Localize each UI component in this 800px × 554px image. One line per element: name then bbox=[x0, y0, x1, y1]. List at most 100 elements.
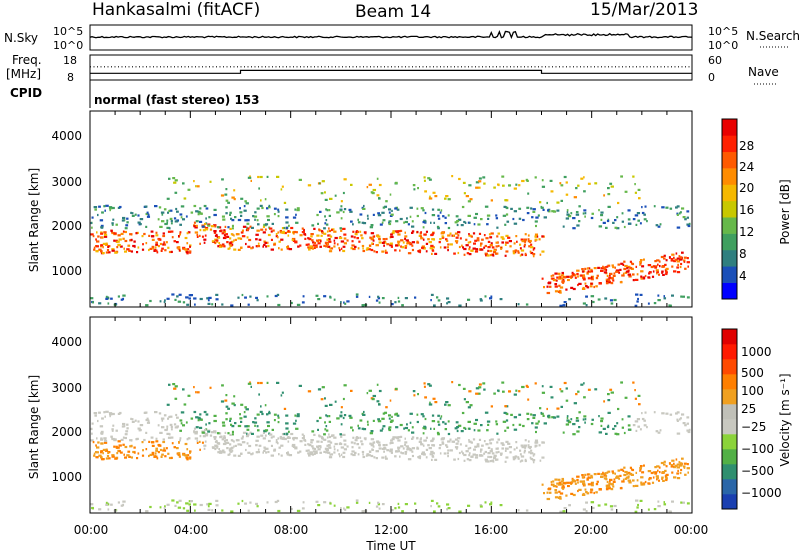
radar-cell bbox=[105, 501, 108, 504]
radar-cell bbox=[376, 400, 380, 403]
radar-cell bbox=[562, 279, 565, 282]
radar-cell bbox=[272, 229, 275, 232]
radar-cell bbox=[241, 441, 246, 444]
radar-cell bbox=[629, 472, 633, 476]
radar-cell bbox=[404, 443, 407, 446]
radar-cell bbox=[467, 200, 471, 203]
radar-cell bbox=[102, 452, 104, 455]
radar-cell bbox=[95, 238, 97, 241]
radar-cell bbox=[226, 441, 230, 444]
radar-cell bbox=[221, 178, 224, 181]
radar-cell bbox=[318, 239, 322, 242]
radar-cell bbox=[259, 381, 263, 385]
radar-cell bbox=[157, 451, 160, 454]
radar-cell bbox=[166, 226, 170, 229]
radar-cell bbox=[295, 437, 298, 440]
radar-cell bbox=[468, 248, 471, 251]
radar-cell bbox=[159, 444, 162, 447]
radar-cell bbox=[202, 229, 206, 232]
radar-cell bbox=[676, 213, 679, 216]
radar-cell bbox=[176, 416, 179, 419]
radar-cell bbox=[420, 231, 423, 234]
radar-cell bbox=[532, 461, 535, 464]
radar-cell bbox=[310, 235, 313, 238]
radar-cell bbox=[542, 208, 545, 211]
radar-cell bbox=[205, 413, 209, 416]
radar-cell bbox=[623, 473, 627, 477]
radar-cell bbox=[400, 451, 403, 454]
radar-cell bbox=[676, 477, 681, 480]
radar-cell bbox=[593, 473, 597, 476]
radar-cell bbox=[144, 411, 148, 414]
radar-cell bbox=[459, 237, 462, 240]
radar-cell bbox=[135, 232, 138, 235]
radar-cell bbox=[395, 220, 399, 223]
radar-cell bbox=[540, 411, 543, 415]
radar-cell bbox=[111, 437, 115, 441]
radar-cell bbox=[342, 245, 346, 248]
radar-cell bbox=[218, 226, 222, 229]
radar-cell bbox=[343, 237, 347, 240]
radar-cell bbox=[467, 427, 470, 430]
radar-cell bbox=[583, 415, 587, 418]
radar-cell bbox=[657, 500, 660, 503]
radar-cell bbox=[154, 411, 158, 414]
radar-cell bbox=[528, 451, 531, 454]
radar-cell bbox=[326, 242, 329, 246]
radar-cell bbox=[561, 477, 564, 481]
radar-cell bbox=[340, 423, 343, 426]
radar-cell bbox=[366, 247, 370, 250]
radar-cell bbox=[425, 242, 429, 245]
radar-cell bbox=[475, 418, 479, 422]
radar-cell bbox=[673, 462, 675, 465]
radar-cell bbox=[215, 439, 218, 443]
radar-cell bbox=[171, 293, 175, 296]
radar-cell bbox=[665, 412, 669, 415]
radar-cell bbox=[679, 256, 683, 259]
radar-cell bbox=[663, 460, 666, 463]
radar-cell bbox=[454, 427, 458, 430]
radar-cell bbox=[524, 252, 527, 255]
radar-cell bbox=[506, 206, 509, 210]
radar-cell bbox=[170, 436, 174, 439]
radar-cell bbox=[254, 211, 257, 214]
radar-cell bbox=[462, 452, 465, 455]
radar-cell bbox=[607, 264, 611, 267]
radar-cell bbox=[507, 236, 511, 239]
radar-cell bbox=[623, 466, 626, 469]
radar-cell bbox=[280, 454, 283, 457]
radar-cell bbox=[388, 220, 392, 223]
radar-cell bbox=[629, 466, 632, 469]
radar-cell bbox=[381, 503, 385, 506]
radar-cell bbox=[565, 288, 568, 291]
radar-cell bbox=[401, 304, 404, 307]
radar-cell bbox=[108, 251, 111, 254]
radar-cell bbox=[461, 205, 465, 209]
radar-cell bbox=[495, 420, 498, 423]
radar-cell bbox=[354, 451, 357, 454]
radar-cell bbox=[342, 191, 345, 195]
radar-cell bbox=[397, 300, 401, 303]
radar-cell bbox=[196, 391, 200, 394]
radar-cell bbox=[550, 480, 553, 484]
radar-cell bbox=[340, 507, 342, 510]
radar-cell bbox=[150, 230, 154, 233]
power-panel: 1000 2000 3000 4000 Slant Range [km] 28 … bbox=[27, 110, 792, 308]
radar-cell bbox=[440, 415, 443, 418]
radar-cell bbox=[223, 451, 226, 454]
radar-cell bbox=[419, 251, 421, 254]
radar-cell bbox=[521, 240, 525, 243]
radar-cell bbox=[458, 510, 462, 513]
radar-cell bbox=[463, 220, 466, 224]
radar-cell bbox=[635, 265, 638, 268]
radar-cell bbox=[661, 412, 665, 415]
radar-cell bbox=[355, 437, 358, 440]
radar-cell bbox=[447, 301, 451, 304]
radar-cell bbox=[605, 475, 608, 478]
radar-cell bbox=[530, 452, 534, 455]
radar-cell bbox=[231, 224, 234, 227]
radar-cell bbox=[241, 499, 244, 503]
radar-cell bbox=[449, 243, 453, 246]
radar-cell bbox=[91, 301, 95, 304]
radar-cell bbox=[455, 442, 459, 445]
